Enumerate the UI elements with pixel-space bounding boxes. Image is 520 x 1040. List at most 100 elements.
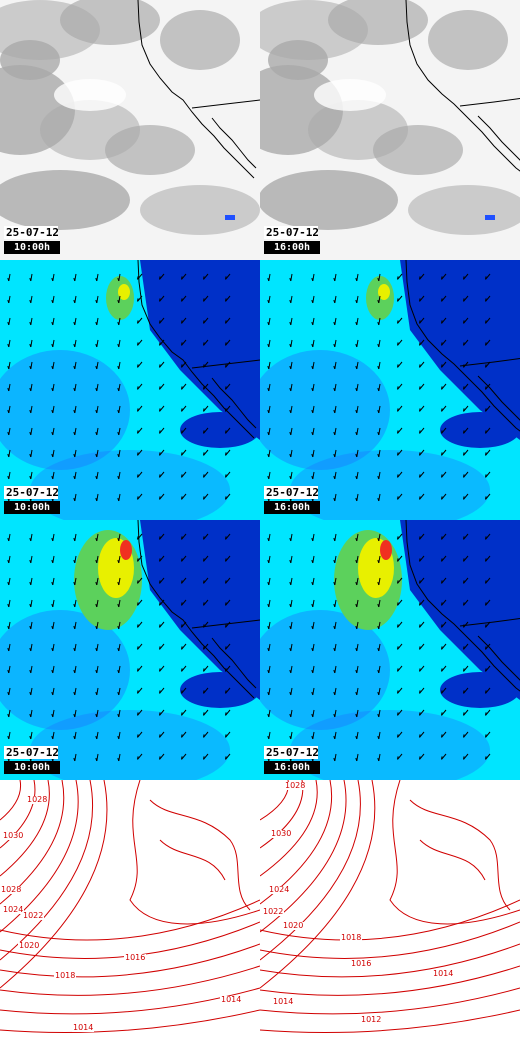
arrow-head	[441, 646, 443, 650]
arrow-head	[51, 691, 54, 696]
wind-arrow	[419, 643, 425, 650]
arrow-head	[7, 299, 10, 304]
wind-arrow	[118, 449, 121, 457]
wind-arrow	[356, 753, 359, 761]
wind-arrow	[181, 361, 187, 368]
wind-arrow	[397, 449, 403, 456]
arrow-head	[117, 409, 120, 414]
arrow-head	[203, 320, 205, 324]
arrow-head	[289, 559, 292, 564]
arrow-head	[29, 669, 32, 674]
arrow-head	[333, 691, 336, 696]
arrow-head	[159, 298, 161, 302]
arrow-head	[73, 669, 76, 674]
date-label: 25-07-12	[4, 746, 58, 759]
coast-path	[137, 0, 255, 179]
arrow-head	[7, 691, 10, 696]
wind-arrow	[485, 317, 491, 324]
arrow-head	[73, 625, 76, 630]
wind-arrow	[397, 317, 403, 324]
arrow-head	[311, 453, 314, 458]
wind-arrow	[203, 753, 209, 760]
wind-arrow	[137, 533, 143, 540]
arrow-head	[203, 580, 205, 584]
wind-arrow	[52, 295, 55, 303]
wind-arrow	[397, 709, 403, 716]
wind-arrow	[203, 449, 209, 456]
arrow-head	[441, 624, 443, 628]
wind-arrow	[334, 405, 337, 413]
arrow-head	[441, 602, 443, 606]
isobar-label: 1030	[2, 831, 25, 840]
wind-arrow	[334, 449, 337, 457]
arrow-head	[225, 712, 227, 716]
wind-arrow	[397, 361, 403, 368]
wind-arrow	[268, 273, 271, 281]
wind-arrow	[74, 577, 77, 585]
arrow-head	[181, 408, 183, 412]
wind-arrow	[118, 687, 121, 695]
wind-arrow	[52, 383, 55, 391]
wind-arrow	[225, 383, 231, 390]
isobar-label: 1018	[340, 933, 363, 942]
arrow-head	[181, 364, 183, 368]
wind-arrow	[225, 273, 231, 280]
wind-arrow	[463, 753, 469, 760]
arrow-head	[29, 277, 32, 282]
wind-arrow	[312, 273, 315, 281]
wind-arrow	[225, 665, 231, 672]
arrow-head	[225, 536, 227, 540]
arrow-head	[333, 365, 336, 370]
arrow-head	[267, 343, 270, 348]
arrow-head	[311, 713, 314, 718]
arrow-head	[203, 430, 205, 434]
arrow-head	[289, 475, 292, 480]
arrow-head	[203, 386, 205, 390]
arrow-head	[419, 342, 421, 346]
wind-arrow	[419, 577, 425, 584]
arrow-head	[441, 580, 443, 584]
isobar-line	[0, 780, 22, 821]
arrow-head	[267, 321, 270, 326]
arrow-head	[289, 647, 292, 652]
wind-arrow	[268, 317, 271, 325]
wind-arrow	[74, 295, 77, 303]
arrow-head	[51, 669, 54, 674]
arrow-head	[117, 603, 120, 608]
arrow-head	[95, 299, 98, 304]
arrow-head	[159, 646, 161, 650]
wind-arrow	[30, 449, 33, 457]
wind-arrow	[378, 317, 381, 325]
wind-arrow	[118, 471, 121, 479]
wind-arrow	[118, 533, 121, 541]
isobar-label: 1014	[72, 1023, 95, 1032]
wind-arrow	[397, 295, 403, 302]
wind-arrow	[441, 427, 447, 434]
wind-arrow	[485, 621, 491, 628]
arrow-head	[159, 496, 161, 500]
wind-arrow	[419, 405, 425, 412]
arrow-head	[181, 580, 183, 584]
wind-arrow	[225, 643, 231, 650]
wind-arrow	[137, 753, 143, 760]
arrow-head	[73, 299, 76, 304]
wind-arrow	[181, 555, 187, 562]
arrow-head	[203, 276, 205, 280]
wind-arrow	[96, 555, 99, 563]
wind-arrow	[378, 361, 381, 369]
pressure-panel-right: 1028 1030 1024 1022 1020 1018 1016 1014 …	[260, 780, 520, 1040]
arrow-head	[203, 452, 205, 456]
wind-arrow	[334, 273, 337, 281]
wind-arrow	[485, 687, 491, 694]
arrow-head	[117, 669, 120, 674]
wind-arrow	[8, 405, 11, 413]
arrow-head	[441, 558, 443, 562]
wind-arrow	[397, 731, 403, 738]
arrow-head	[181, 430, 183, 434]
wind-arrow	[290, 471, 293, 479]
wind-arrow	[159, 361, 165, 368]
arrow-head	[95, 343, 98, 348]
wind-arrow	[137, 555, 143, 562]
arrow-head	[289, 431, 292, 436]
wind-arrow	[312, 709, 315, 717]
